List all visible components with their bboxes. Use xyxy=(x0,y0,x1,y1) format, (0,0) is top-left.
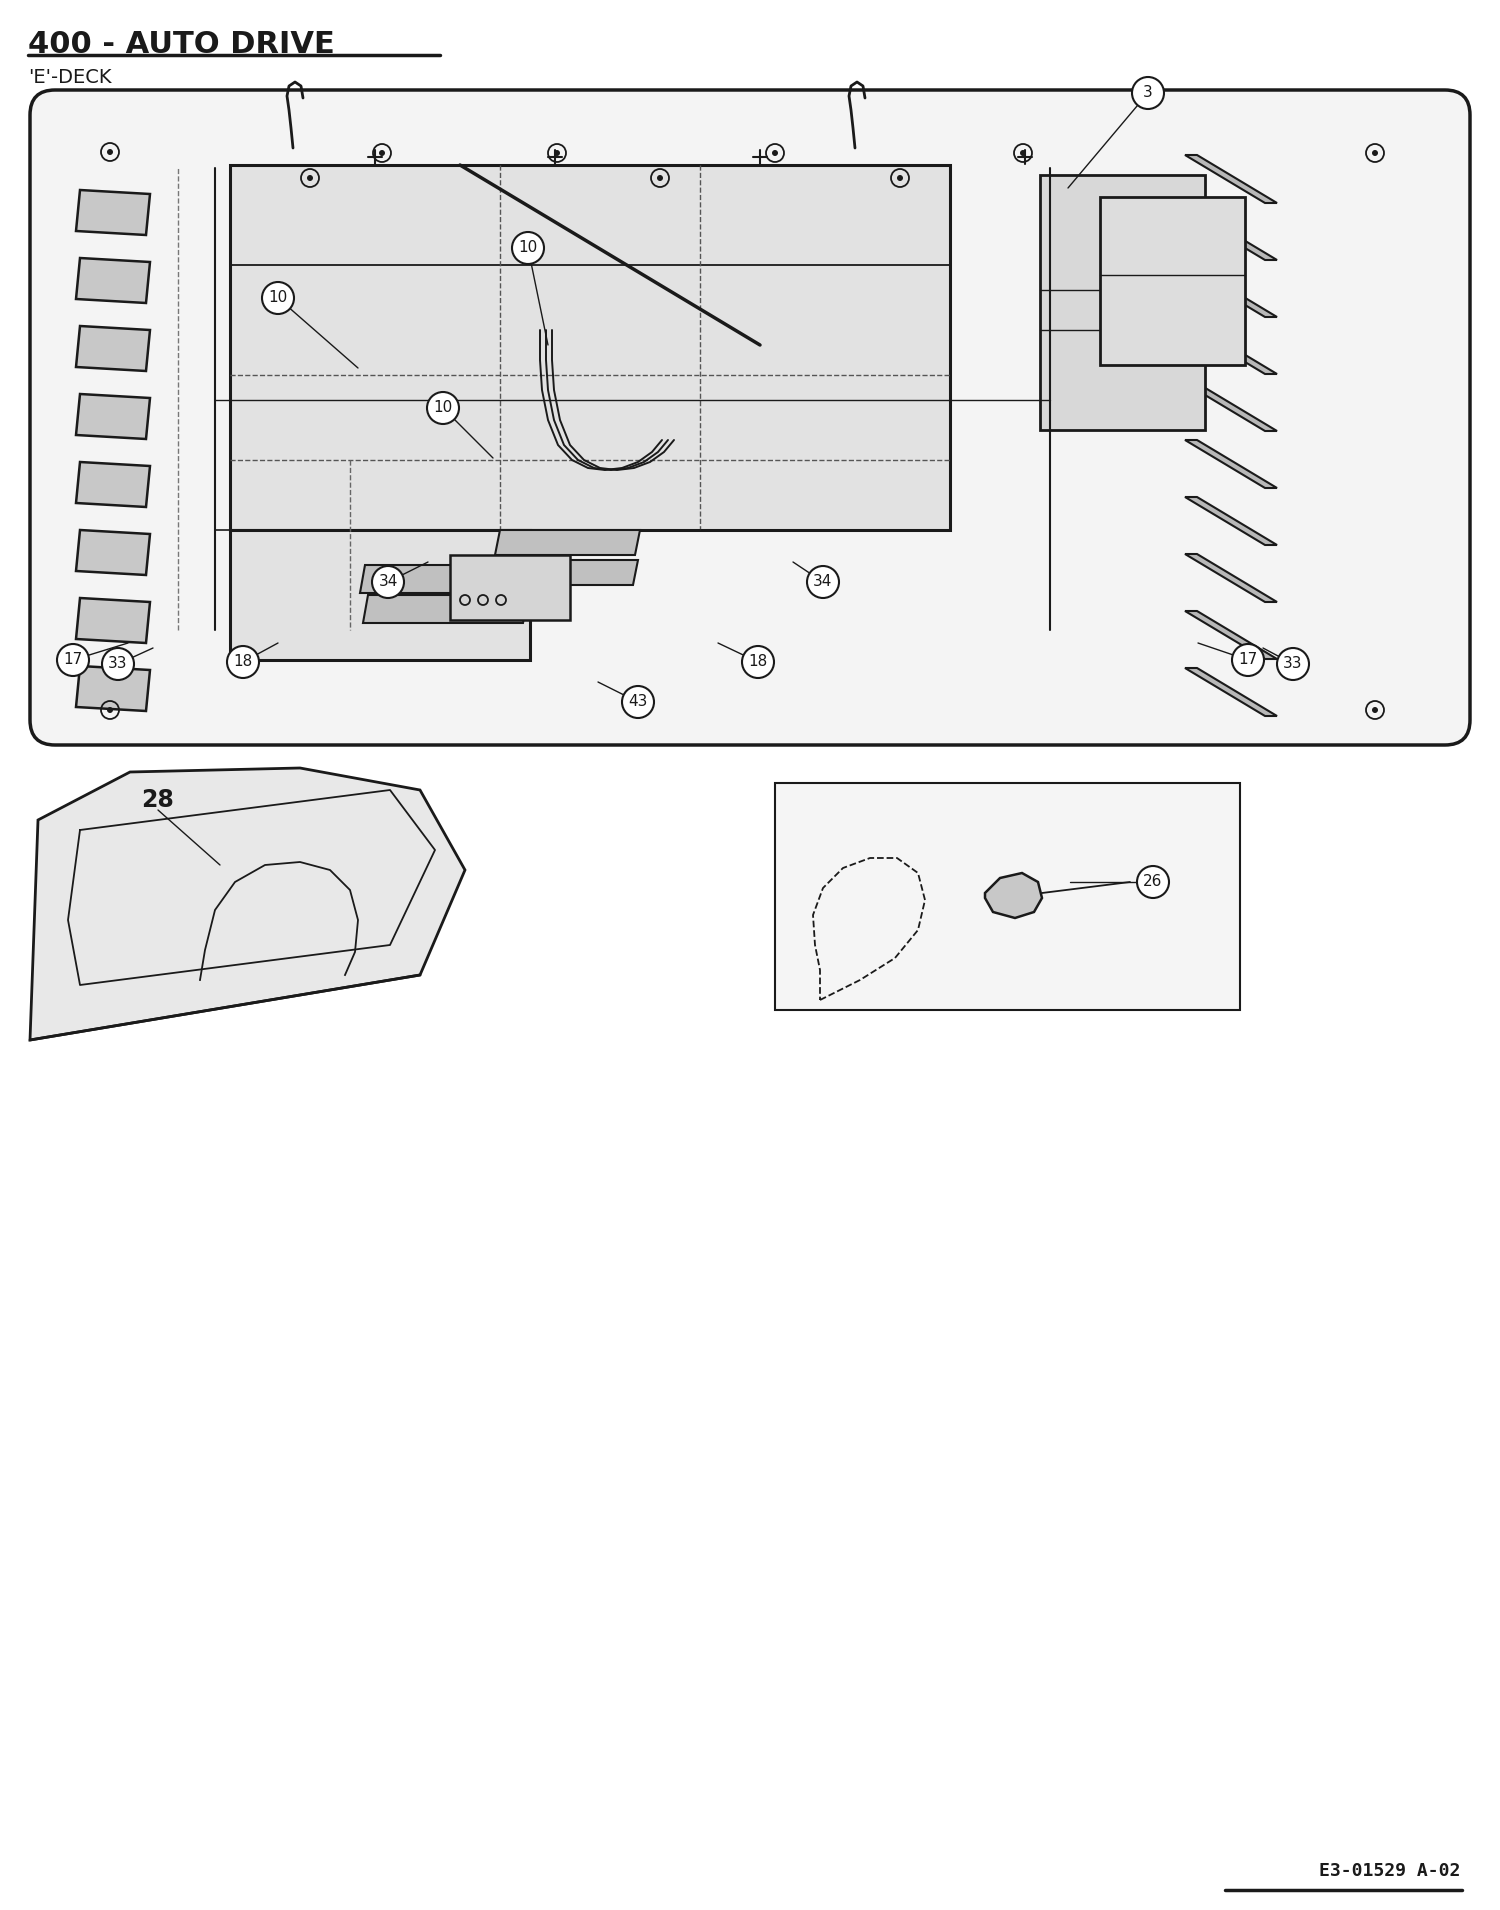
Circle shape xyxy=(226,646,260,678)
Circle shape xyxy=(1137,865,1168,898)
Polygon shape xyxy=(30,768,465,1041)
Circle shape xyxy=(897,176,903,181)
Circle shape xyxy=(1372,707,1378,712)
Circle shape xyxy=(772,151,778,157)
FancyBboxPatch shape xyxy=(30,90,1470,745)
Circle shape xyxy=(427,392,459,424)
Circle shape xyxy=(1232,644,1264,676)
Text: 33: 33 xyxy=(1282,657,1302,672)
Bar xyxy=(1040,176,1205,430)
Bar xyxy=(230,164,950,529)
Circle shape xyxy=(807,565,838,598)
Polygon shape xyxy=(1185,269,1276,317)
Circle shape xyxy=(106,149,112,155)
Text: 10: 10 xyxy=(433,401,453,416)
Polygon shape xyxy=(1185,384,1276,432)
Polygon shape xyxy=(76,258,150,304)
Circle shape xyxy=(372,565,404,598)
Circle shape xyxy=(1276,647,1310,680)
Circle shape xyxy=(380,151,386,157)
Polygon shape xyxy=(76,598,150,644)
Bar xyxy=(776,783,1240,1010)
Polygon shape xyxy=(1185,668,1276,716)
Circle shape xyxy=(102,647,134,680)
Polygon shape xyxy=(986,873,1042,919)
Text: 28: 28 xyxy=(141,789,174,812)
Circle shape xyxy=(1020,151,1026,157)
Circle shape xyxy=(742,646,774,678)
Text: 18: 18 xyxy=(234,655,252,670)
Text: 17: 17 xyxy=(63,653,82,667)
Circle shape xyxy=(554,151,560,157)
Polygon shape xyxy=(494,560,638,584)
Text: 17: 17 xyxy=(1239,653,1257,667)
Text: 33: 33 xyxy=(108,657,128,672)
Bar xyxy=(230,529,530,661)
Polygon shape xyxy=(76,189,150,235)
Circle shape xyxy=(1372,151,1378,157)
Polygon shape xyxy=(1185,212,1276,260)
Polygon shape xyxy=(1185,554,1276,602)
Text: 26: 26 xyxy=(1143,875,1162,890)
Circle shape xyxy=(512,231,544,264)
Polygon shape xyxy=(76,327,150,371)
Polygon shape xyxy=(76,667,150,711)
Circle shape xyxy=(622,686,654,718)
Circle shape xyxy=(308,176,314,181)
Polygon shape xyxy=(1185,155,1276,202)
Polygon shape xyxy=(1185,611,1276,659)
Text: 10: 10 xyxy=(519,241,537,256)
Text: 43: 43 xyxy=(628,695,648,709)
Circle shape xyxy=(1132,76,1164,109)
Polygon shape xyxy=(76,393,150,439)
Text: E3-01529 A-02: E3-01529 A-02 xyxy=(1318,1862,1460,1879)
Text: 10: 10 xyxy=(268,290,288,306)
Circle shape xyxy=(657,176,663,181)
Circle shape xyxy=(106,707,112,712)
Text: 34: 34 xyxy=(813,575,832,590)
Polygon shape xyxy=(76,529,150,575)
Text: 34: 34 xyxy=(378,575,398,590)
Polygon shape xyxy=(76,462,150,506)
Polygon shape xyxy=(1185,439,1276,487)
Polygon shape xyxy=(360,565,525,592)
Text: 400 - AUTO DRIVE: 400 - AUTO DRIVE xyxy=(28,31,334,59)
Text: 18: 18 xyxy=(748,655,768,670)
Text: 'E'-DECK: 'E'-DECK xyxy=(28,69,111,88)
Polygon shape xyxy=(1185,327,1276,374)
Bar xyxy=(1100,197,1245,365)
Polygon shape xyxy=(363,596,528,623)
Polygon shape xyxy=(1185,497,1276,544)
Circle shape xyxy=(262,283,294,313)
Bar xyxy=(450,556,570,621)
Circle shape xyxy=(57,644,88,676)
Text: 3: 3 xyxy=(1143,86,1154,101)
Polygon shape xyxy=(495,529,640,556)
